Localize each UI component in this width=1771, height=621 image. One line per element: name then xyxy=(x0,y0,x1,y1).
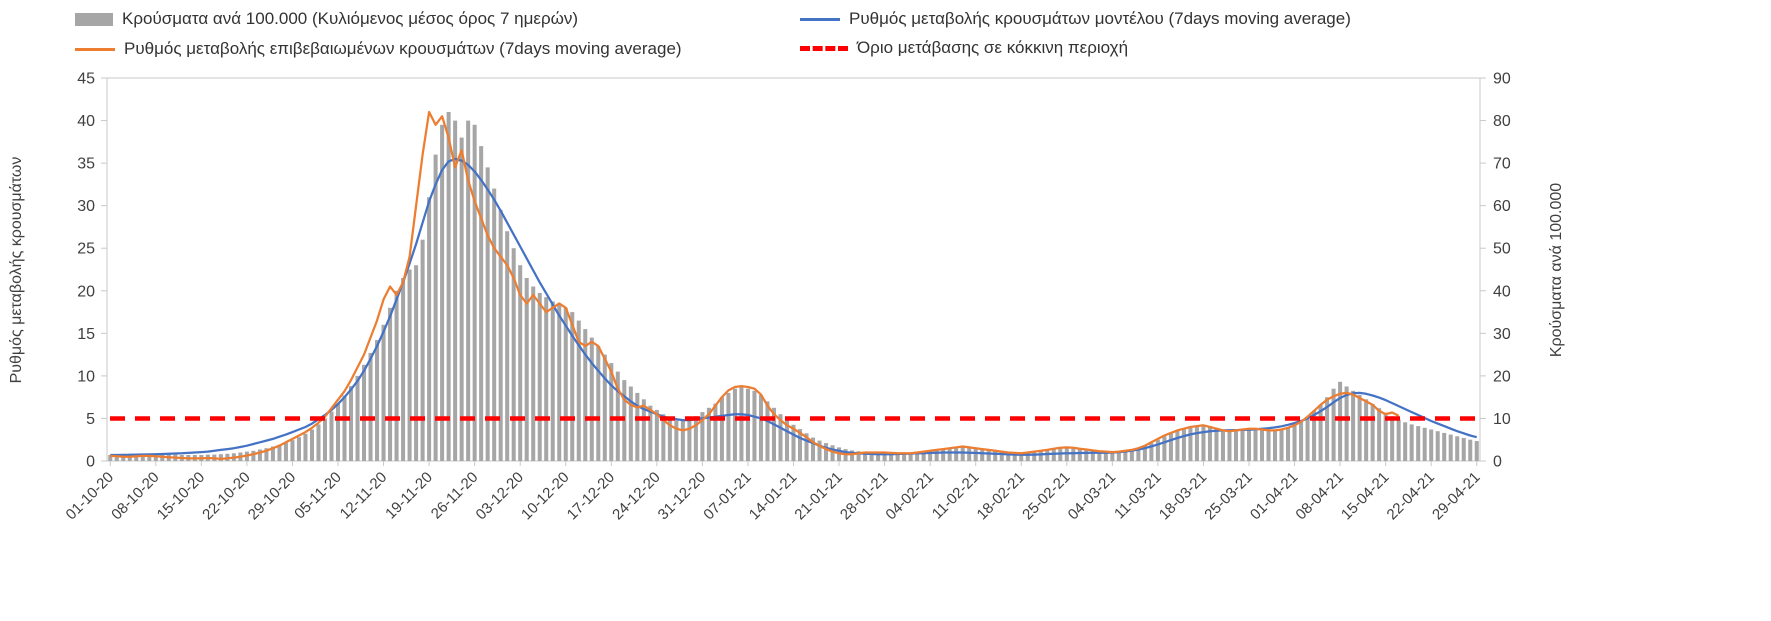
y-right-tick-label: 60 xyxy=(1493,198,1511,215)
x-tick-label: 07-01-21 xyxy=(700,469,754,523)
legend-label-threshold: Όριο μετάβασης σε κόκκινη περιοχή xyxy=(857,38,1129,57)
x-tick-label: 28-01-21 xyxy=(837,469,891,523)
y-left-tick-label: 0 xyxy=(86,454,95,471)
x-axis: 01-10-2008-10-2015-10-2022-10-2029-10-20… xyxy=(63,461,1484,523)
y-right-tick-label: 90 xyxy=(1493,71,1511,88)
bar-series-swatch xyxy=(75,12,113,26)
x-tick-label: 26-11-20 xyxy=(428,469,482,523)
y-axis-left: 0 5 10 15 20 25 30 35 40 45 xyxy=(77,71,107,471)
x-tick-label: 18-02-21 xyxy=(974,469,1028,523)
x-tick-label: 18-03-21 xyxy=(1156,469,1210,523)
x-tick-label: 03-12-20 xyxy=(473,469,527,523)
x-tick-label: 29-04-21 xyxy=(1429,469,1483,523)
x-tick-label: 15-10-20 xyxy=(154,469,208,523)
x-tick-label: 25-02-21 xyxy=(1019,469,1073,523)
y-left-tick-label: 10 xyxy=(77,368,95,385)
bars-series xyxy=(108,112,1479,462)
x-tick-label: 24-12-20 xyxy=(609,469,663,523)
legend-item-model-line: Ρυθμός μεταβολής κρουσμάτων μοντέλου (7d… xyxy=(800,9,1351,29)
y-left-tick-label: 15 xyxy=(77,326,95,343)
model-line-swatch xyxy=(800,17,840,21)
y-left-tick-label: 25 xyxy=(77,241,95,258)
y-right-tick-label: 50 xyxy=(1493,241,1511,258)
y-right-tick-label: 20 xyxy=(1493,368,1511,385)
y-left-tick-label: 30 xyxy=(77,198,95,215)
y-right-tick-label: 10 xyxy=(1493,411,1511,428)
x-tick-label: 11-02-21 xyxy=(929,469,983,523)
x-tick-label: 14-01-21 xyxy=(746,469,800,523)
x-tick-label: 01-10-20 xyxy=(63,469,117,523)
threshold-dash-swatch xyxy=(800,45,848,51)
model-line-series xyxy=(110,157,1477,457)
x-tick-label: 25-03-21 xyxy=(1201,469,1255,523)
y-right-tick-label: 70 xyxy=(1493,156,1511,173)
legend-label-confirmed-line: Ρυθμός μεταβολής επιβεβαιωμένων κρουσμάτ… xyxy=(124,39,682,58)
y-left-tick-label: 45 xyxy=(77,71,95,88)
legend-item-cases-bars: Κρούσματα ανά 100.000 (Κυλιόμενος μέσος … xyxy=(75,9,578,29)
x-tick-label: 22-04-21 xyxy=(1384,469,1438,523)
x-tick-label: 08-10-20 xyxy=(108,469,162,523)
legend-label-model-line: Ρυθμός μεταβολής κρουσμάτων μοντέλου (7d… xyxy=(849,9,1351,28)
x-tick-label: 04-02-21 xyxy=(882,469,936,523)
x-tick-label: 17-12-20 xyxy=(564,469,618,523)
y-right-tick-label: 30 xyxy=(1493,326,1511,343)
x-tick-label: 19-11-20 xyxy=(382,469,436,523)
y-right-tick-label: 0 xyxy=(1493,454,1502,471)
y-left-tick-label: 35 xyxy=(77,156,95,173)
x-tick-label: 05-11-20 xyxy=(291,469,345,523)
y-axis-right: 0 10 20 30 40 50 60 70 80 90 xyxy=(1480,71,1511,471)
plot-border xyxy=(106,77,1481,462)
x-tick-label: 12-11-20 xyxy=(337,469,391,523)
confirmed-line-swatch xyxy=(75,47,115,51)
x-tick-label: 10-12-20 xyxy=(518,469,572,523)
x-tick-label: 31-12-20 xyxy=(655,469,709,523)
x-tick-label: 15-04-21 xyxy=(1338,469,1392,523)
x-tick-label: 29-10-20 xyxy=(245,469,299,523)
y-left-tick-label: 40 xyxy=(77,113,95,130)
legend-label-cases-bars: Κρούσματα ανά 100.000 (Κυλιόμενος μέσος … xyxy=(122,9,579,28)
y-right-tick-label: 40 xyxy=(1493,283,1511,300)
y-right-tick-label: 80 xyxy=(1493,113,1511,130)
x-tick-label: 21-01-21 xyxy=(791,469,845,523)
legend-item-confirmed-line: Ρυθμός μεταβολής επιβεβαιωμένων κρουσμάτ… xyxy=(75,39,682,59)
x-tick-label: 11-03-21 xyxy=(1111,469,1165,523)
y-left-tick-label: 5 xyxy=(86,411,95,428)
x-tick-label: 08-04-21 xyxy=(1292,469,1346,523)
x-tick-label: 04-03-21 xyxy=(1065,469,1119,523)
x-tick-label: 01-04-21 xyxy=(1247,469,1301,523)
legend-item-threshold: Όριο μετάβασης σε κόκκινη περιοχή xyxy=(800,38,1128,58)
y-left-tick-label: 20 xyxy=(77,283,95,300)
x-tick-label: 22-10-20 xyxy=(199,469,253,523)
